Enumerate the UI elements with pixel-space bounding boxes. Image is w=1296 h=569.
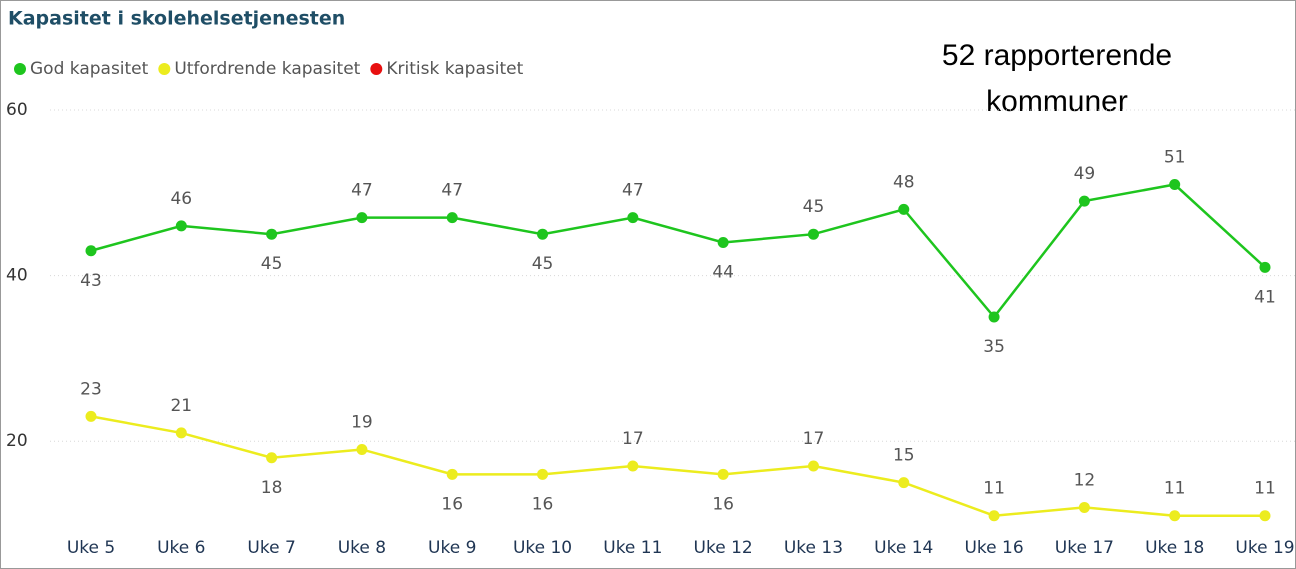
data-label: 21	[170, 396, 192, 416]
data-point	[356, 443, 368, 455]
data-label: 45	[532, 254, 554, 274]
data-point	[175, 220, 187, 232]
legend-marker	[370, 63, 383, 75]
data-label: 35	[983, 337, 1005, 357]
data-point	[175, 427, 187, 439]
data-point	[627, 460, 639, 472]
y-tick-label: 40	[6, 266, 28, 286]
data-point	[717, 468, 729, 480]
data-label: 43	[80, 271, 102, 291]
annotation: 52 rapporterende	[942, 39, 1172, 72]
data-label: 45	[803, 197, 825, 217]
x-tick-label: Uke 6	[157, 538, 205, 558]
data-label: 16	[712, 494, 734, 514]
data-point	[627, 212, 639, 224]
x-tick-label: Uke 17	[1055, 538, 1114, 558]
data-label: 41	[1254, 287, 1276, 307]
data-point	[807, 228, 819, 240]
data-label: 11	[1254, 479, 1276, 499]
x-tick-label: Uke 14	[874, 538, 933, 558]
data-label: 18	[261, 478, 283, 498]
data-point	[988, 311, 1000, 323]
x-tick-label: Uke 11	[603, 538, 662, 558]
data-point	[1078, 195, 1090, 207]
x-tick-label: Uke 8	[338, 538, 386, 558]
data-label: 16	[532, 494, 554, 514]
data-point	[988, 510, 1000, 522]
data-label: 47	[351, 181, 373, 201]
data-point	[1169, 510, 1181, 522]
data-label: 47	[622, 181, 644, 201]
data-point	[266, 228, 278, 240]
chart-title: Kapasitet i skolehelsetjenesten	[8, 8, 345, 30]
legend-label: Kritisk kapasitet	[386, 59, 523, 79]
data-point	[537, 228, 549, 240]
data-point	[1078, 501, 1090, 513]
annotation: kommuner	[986, 85, 1128, 118]
data-point	[717, 236, 729, 248]
x-tick-label: Uke 16	[964, 538, 1023, 558]
data-label: 11	[983, 479, 1005, 499]
data-point	[1169, 179, 1181, 191]
data-point	[898, 477, 910, 489]
data-point	[1259, 510, 1271, 522]
x-tick-label: Uke 9	[428, 538, 476, 558]
data-label: 47	[441, 181, 463, 201]
data-label: 17	[803, 429, 825, 449]
data-label: 11	[1164, 479, 1186, 499]
data-label: 17	[622, 429, 644, 449]
x-tick-label: Uke 18	[1145, 538, 1204, 558]
x-tick-label: Uke 13	[784, 538, 843, 558]
x-tick-label: Uke 10	[513, 538, 572, 558]
legend-marker	[14, 63, 26, 75]
y-tick-label: 20	[6, 431, 28, 451]
data-label: 16	[441, 494, 463, 514]
data-label: 48	[893, 172, 915, 192]
data-label: 23	[80, 379, 102, 399]
data-point	[898, 203, 910, 215]
x-tick-label: Uke 12	[694, 538, 753, 558]
data-label: 51	[1164, 148, 1186, 168]
data-label: 46	[170, 189, 192, 209]
legend-marker	[158, 63, 171, 75]
series-line	[90, 183, 1266, 319]
data-point	[85, 245, 97, 257]
series-line	[90, 415, 1265, 517]
data-point	[537, 468, 549, 480]
data-label: 45	[261, 254, 283, 274]
x-tick-label: Uke 5	[67, 538, 115, 558]
legend-label: Utfordrende kapasitet	[174, 59, 360, 79]
x-tick-label: Uke 7	[247, 538, 295, 558]
data-label: 15	[893, 446, 915, 466]
data-label: 12	[1074, 470, 1096, 490]
data-label: 44	[712, 262, 734, 282]
data-point	[446, 468, 458, 480]
data-point	[356, 212, 368, 224]
data-label: 19	[351, 412, 373, 432]
x-tick-label: Uke 19	[1235, 538, 1294, 558]
data-point	[807, 460, 819, 472]
data-label: 49	[1074, 164, 1096, 184]
data-point	[266, 452, 278, 464]
y-tick-label: 60	[6, 100, 28, 120]
legend-label: God kapasitet	[30, 59, 149, 79]
data-point	[1259, 261, 1271, 273]
data-point	[85, 410, 97, 422]
data-point	[446, 212, 458, 224]
